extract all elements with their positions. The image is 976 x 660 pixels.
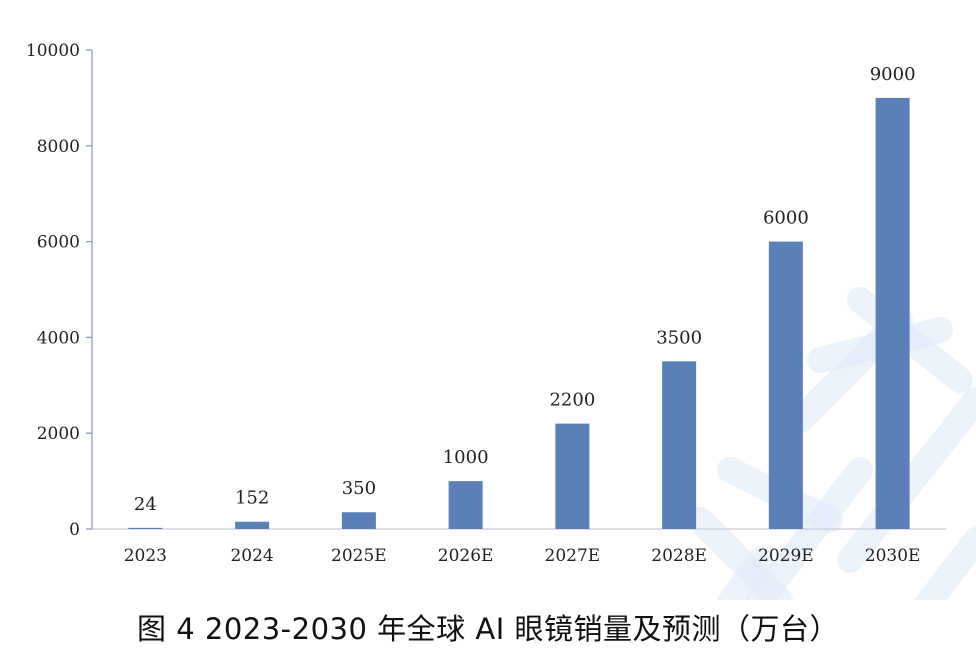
bars [128,97,910,530]
data-label: 24 [134,494,157,515]
bar [662,361,697,529]
x-axis: 2023 2024 2025E 2026E 2027E 2028E 2029E 2030E [92,528,946,566]
bar [128,527,163,529]
watermark-stroke [914,527,976,600]
data-label: 350 [342,478,376,499]
x-tick-label: 2024 [230,546,273,566]
watermark-stroke [837,387,976,573]
x-tick-label: 2029E [758,546,814,566]
x-tick-label: 2023 [124,546,167,566]
x-tick-label: 2030E [865,546,921,566]
x-tick-label: 2025E [331,546,387,566]
data-label: 9000 [870,64,916,85]
y-tick-label: 4000 [37,328,80,348]
bar [235,521,270,529]
x-tick-label: 2026E [438,546,494,566]
y-axis: 0 2000 4000 6000 8000 10000 [26,41,93,540]
y-tick-label: 2000 [37,424,80,444]
x-tick-label: 2027E [545,546,601,566]
bar [875,97,910,530]
y-tick-label: 0 [69,520,80,540]
chart-caption: 图 4 2023-2030 年全球 AI 眼镜销量及预测（万台） [136,612,839,646]
bar [768,241,803,529]
bar [341,512,376,529]
data-label: 1000 [443,447,489,468]
data-label: 3500 [656,327,702,348]
y-tick-label: 6000 [37,233,80,253]
bar [448,481,483,529]
bar [555,423,590,529]
data-label: 6000 [763,208,809,229]
y-tick-label: 8000 [37,137,80,157]
watermark-stroke [687,507,793,600]
data-labels: 24 152 350 1000 2200 3500 6000 9000 [134,64,916,515]
y-tick-label: 10000 [26,41,80,61]
data-label: 2200 [549,390,595,411]
watermark [687,287,976,600]
data-label: 152 [235,488,269,509]
x-tick-label: 2028E [651,546,707,566]
bar-chart: 0 2000 4000 6000 8000 10000 2023 2024 2025E 2026… [26,41,976,600]
